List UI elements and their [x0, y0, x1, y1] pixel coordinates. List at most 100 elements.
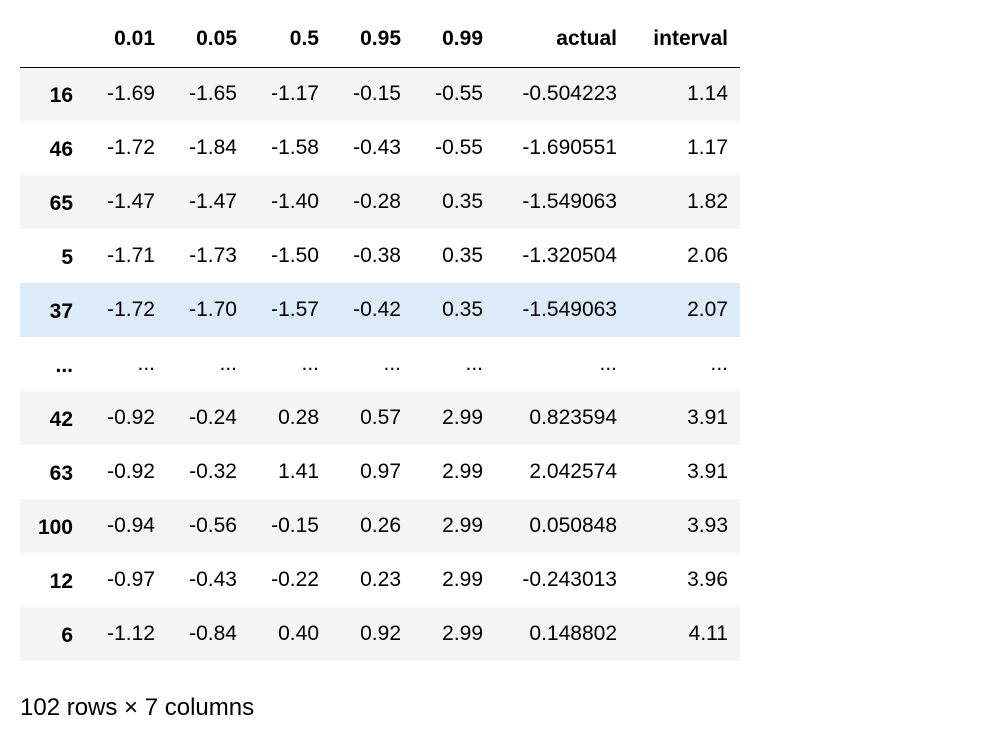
- table-cell: -0.15: [271, 514, 319, 537]
- table-cell: 0.92: [360, 622, 401, 645]
- header-row: 0.01 0.05 0.5 0.95 0.99 actual interval: [20, 0, 740, 68]
- table-cell: -1.72: [107, 298, 155, 321]
- row-index: 5: [61, 246, 73, 269]
- table-cell: -1.57: [271, 298, 319, 321]
- table-cell: -1.320504: [522, 244, 617, 267]
- table-row: 12 -0.97 -0.43 -0.22 0.23 2.99 -0.243013 3.96: [20, 553, 740, 607]
- column-header: 0.99: [413, 0, 495, 68]
- table-row: 63 -0.92 -0.32 1.41 0.97 2.99 2.042574 3.91: [20, 445, 740, 499]
- table-cell: -1.549063: [522, 298, 617, 321]
- table-cell: ...: [383, 352, 401, 375]
- table-cell: -1.690551: [522, 136, 617, 159]
- table-cell: -1.47: [107, 190, 155, 213]
- table-cell: 0.823594: [529, 406, 617, 429]
- table-cell: 2.99: [442, 568, 483, 591]
- table-row: ........................: [20, 337, 740, 391]
- table-cell: -1.40: [271, 190, 319, 213]
- table-cell: 0.35: [442, 298, 483, 321]
- table-cell: -1.73: [189, 244, 237, 267]
- row-index: 12: [49, 570, 73, 593]
- table-cell: 3.96: [687, 568, 728, 591]
- table-cell: -0.15: [353, 82, 401, 106]
- table-cell: ...: [710, 352, 728, 375]
- table-body: 16 -1.69 -1.65 -1.17 -0.15 -0.55 -0.504223 1.14…: [20, 67, 740, 661]
- row-index: ...: [55, 354, 73, 377]
- table-row: 46 -1.72 -1.84 -1.58 -0.43 -0.55 -1.690551 1.17: [20, 121, 740, 175]
- row-index: 42: [49, 408, 73, 431]
- table-cell: 2.99: [442, 622, 483, 645]
- table-cell: 1.17: [687, 136, 728, 159]
- table-cell: 3.93: [687, 514, 728, 537]
- table-cell: 2.99: [442, 460, 483, 483]
- table-row: 65 -1.47 -1.47 -1.40 -0.28 0.35 -1.549063 1.82: [20, 175, 740, 229]
- table-cell: ...: [219, 352, 237, 375]
- table-cell: ...: [137, 352, 155, 375]
- row-index: 100: [37, 516, 73, 539]
- column-header: 0.5: [249, 0, 331, 68]
- table-cell: -0.38: [353, 244, 401, 267]
- table-cell: 2.99: [442, 406, 483, 429]
- row-index: 37: [49, 300, 73, 323]
- table-cell: -1.71: [107, 244, 155, 267]
- table-cell: 1.14: [687, 82, 728, 106]
- table-cell: 2.042574: [529, 460, 617, 483]
- table-cell: ...: [465, 352, 483, 375]
- table-cell: 0.35: [442, 190, 483, 213]
- table-cell: -0.92: [107, 406, 155, 429]
- table-cell: -0.42: [353, 298, 401, 321]
- table-row: 100 -0.94 -0.56 -0.15 0.26 2.99 0.050848 3.93: [20, 499, 740, 553]
- table-cell: ...: [301, 352, 319, 375]
- table-header: 0.01 0.05 0.5 0.95 0.99 actual interval: [20, 0, 740, 68]
- table-cell: -0.22: [271, 568, 319, 591]
- table-cell: -0.94: [107, 514, 155, 537]
- table-cell: -0.504223: [522, 82, 617, 106]
- table-cell: -1.58: [271, 136, 319, 159]
- table-cell: 0.40: [278, 622, 319, 645]
- table-cell: -0.243013: [522, 568, 617, 591]
- column-header: 0.95: [331, 0, 413, 68]
- table-cell: -1.12: [107, 622, 155, 645]
- column-header: 0.01: [85, 0, 167, 68]
- column-header: 0.05: [167, 0, 249, 68]
- table-cell: 0.97: [360, 460, 401, 483]
- table-cell: 1.41: [278, 460, 319, 483]
- table-cell: -0.92: [107, 460, 155, 483]
- table-cell: 0.57: [360, 406, 401, 429]
- row-index: 63: [49, 462, 73, 485]
- table-cell: -0.55: [435, 82, 483, 106]
- table-cell: 2.07: [687, 298, 728, 321]
- table-cell: 0.35: [442, 244, 483, 267]
- table-cell: 1.82: [687, 190, 728, 213]
- table-cell: -0.55: [435, 136, 483, 159]
- table-cell: -0.84: [189, 622, 237, 645]
- column-header: interval: [629, 0, 740, 68]
- row-index: 46: [49, 138, 73, 161]
- table-cell: 4.11: [688, 622, 728, 645]
- column-header: actual: [495, 0, 629, 68]
- table-cell: -0.43: [353, 136, 401, 159]
- table-cell: -0.32: [189, 460, 237, 483]
- table-cell: 0.050848: [529, 514, 617, 537]
- corner-cell: [20, 0, 85, 68]
- table-cell: -1.70: [189, 298, 237, 321]
- table-cell: -1.65: [189, 82, 237, 106]
- table-cell: -1.50: [271, 244, 319, 267]
- table-cell: -1.17: [271, 82, 319, 106]
- table-cell: -0.97: [107, 568, 155, 591]
- table-row: 6 -1.12 -0.84 0.40 0.92 2.99 0.148802 4.11: [20, 607, 740, 661]
- table-cell: -0.43: [189, 568, 237, 591]
- table-cell: -1.47: [189, 190, 237, 213]
- table-cell: -1.84: [189, 136, 237, 159]
- table-cell: -1.69: [107, 82, 155, 106]
- table-cell: 0.26: [360, 514, 401, 537]
- table-cell: 3.91: [687, 460, 728, 483]
- table-cell: -0.56: [189, 514, 237, 537]
- table-cell: 0.148802: [529, 622, 617, 645]
- table-row: 5 -1.71 -1.73 -1.50 -0.38 0.35 -1.320504 2.06: [20, 229, 740, 283]
- table-cell: 3.91: [687, 406, 728, 429]
- table-cell: -1.549063: [522, 190, 617, 213]
- dataframe: 0.01 0.05 0.5 0.95 0.99 actual interval 16 -1.6…: [20, 0, 740, 661]
- table-cell: ...: [599, 352, 617, 375]
- table-cell: 2.06: [687, 244, 728, 267]
